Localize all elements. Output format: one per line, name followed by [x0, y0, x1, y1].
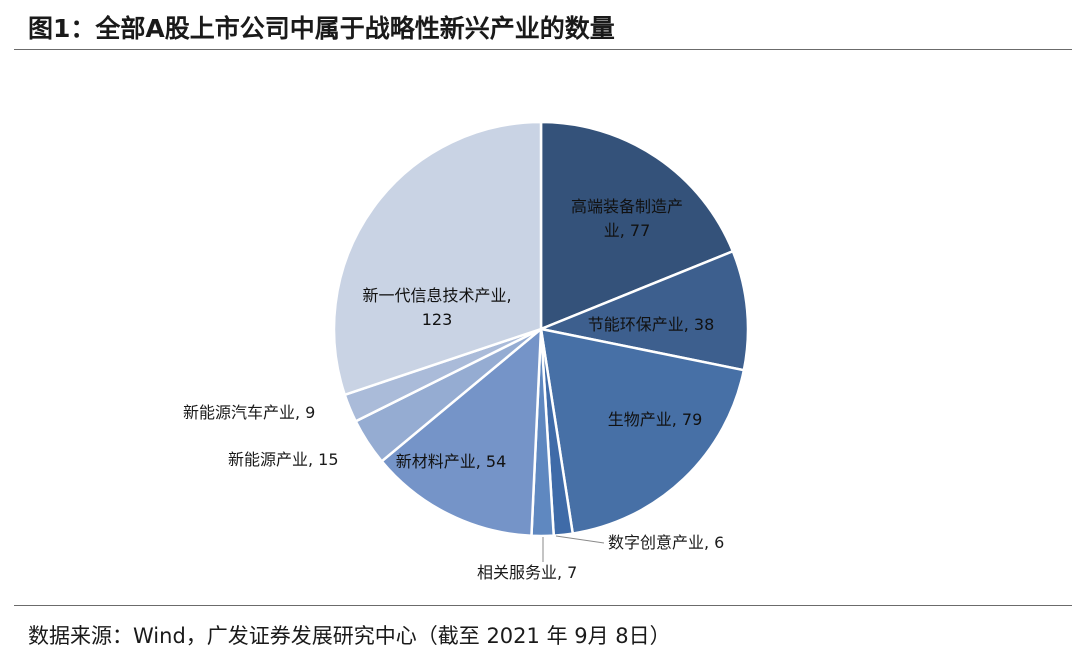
data-label: 节能环保产业, 38 — [588, 315, 715, 334]
source-divider — [14, 605, 1072, 606]
data-label: 数字创意产业, 6 — [608, 533, 724, 552]
data-label: 新一代信息技术产业, 123 — [362, 286, 511, 329]
data-label: 相关服务业, 7 — [477, 563, 577, 582]
data-label: 新能源汽车产业, 9 — [183, 403, 315, 422]
data-label: 生物产业, 79 — [608, 410, 703, 429]
pie-slice — [536, 249, 750, 372]
pie-slice — [539, 120, 735, 331]
pie-slice — [539, 327, 746, 535]
pie-slice — [379, 326, 543, 538]
chart-title: 图1：全部A股上市公司中属于战略性新兴产业的数量 — [28, 14, 615, 43]
data-label: 新能源产业, 15 — [228, 450, 339, 469]
pie-slice — [332, 120, 543, 397]
title-divider — [14, 49, 1072, 50]
leader-line — [555, 535, 605, 544]
source-note: 数据来源：Wind，广发证券发展研究中心（截至 2021 年 9月 8日） — [28, 624, 671, 648]
data-label: 新材料产业, 54 — [396, 452, 507, 471]
data-label: 高端装备制造产业, 77 — [571, 197, 683, 240]
